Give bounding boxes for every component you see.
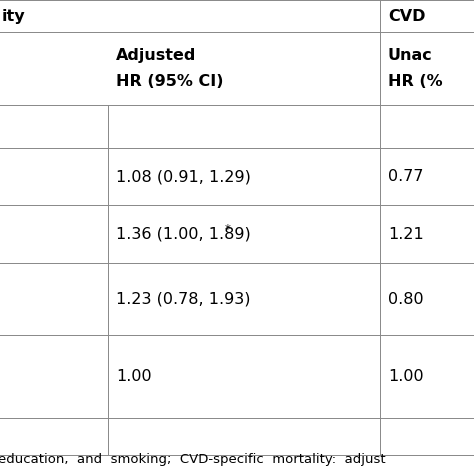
Text: Unac: Unac [388, 48, 433, 63]
Text: education,  and  smoking;  CVD-specific  mortality:  adjust: education, and smoking; CVD-specific mor… [0, 453, 386, 466]
Text: Adjusted: Adjusted [116, 48, 196, 63]
Text: HR (%: HR (% [388, 74, 443, 89]
Text: 1.21: 1.21 [388, 227, 424, 241]
Text: 1.08 (0.91, 1.29): 1.08 (0.91, 1.29) [116, 169, 251, 184]
Text: 0.80: 0.80 [388, 292, 424, 307]
Text: 0.77: 0.77 [388, 169, 423, 184]
Text: 1.36 (1.00, 1.89): 1.36 (1.00, 1.89) [116, 227, 251, 241]
Text: 1.00: 1.00 [116, 369, 152, 384]
Text: *: * [225, 222, 231, 236]
Text: 1.00: 1.00 [388, 369, 424, 384]
Text: 1.23 (0.78, 1.93): 1.23 (0.78, 1.93) [116, 292, 250, 307]
Text: CVD: CVD [388, 9, 426, 24]
Text: ity: ity [2, 9, 26, 24]
Text: HR (95% CI): HR (95% CI) [116, 74, 224, 89]
